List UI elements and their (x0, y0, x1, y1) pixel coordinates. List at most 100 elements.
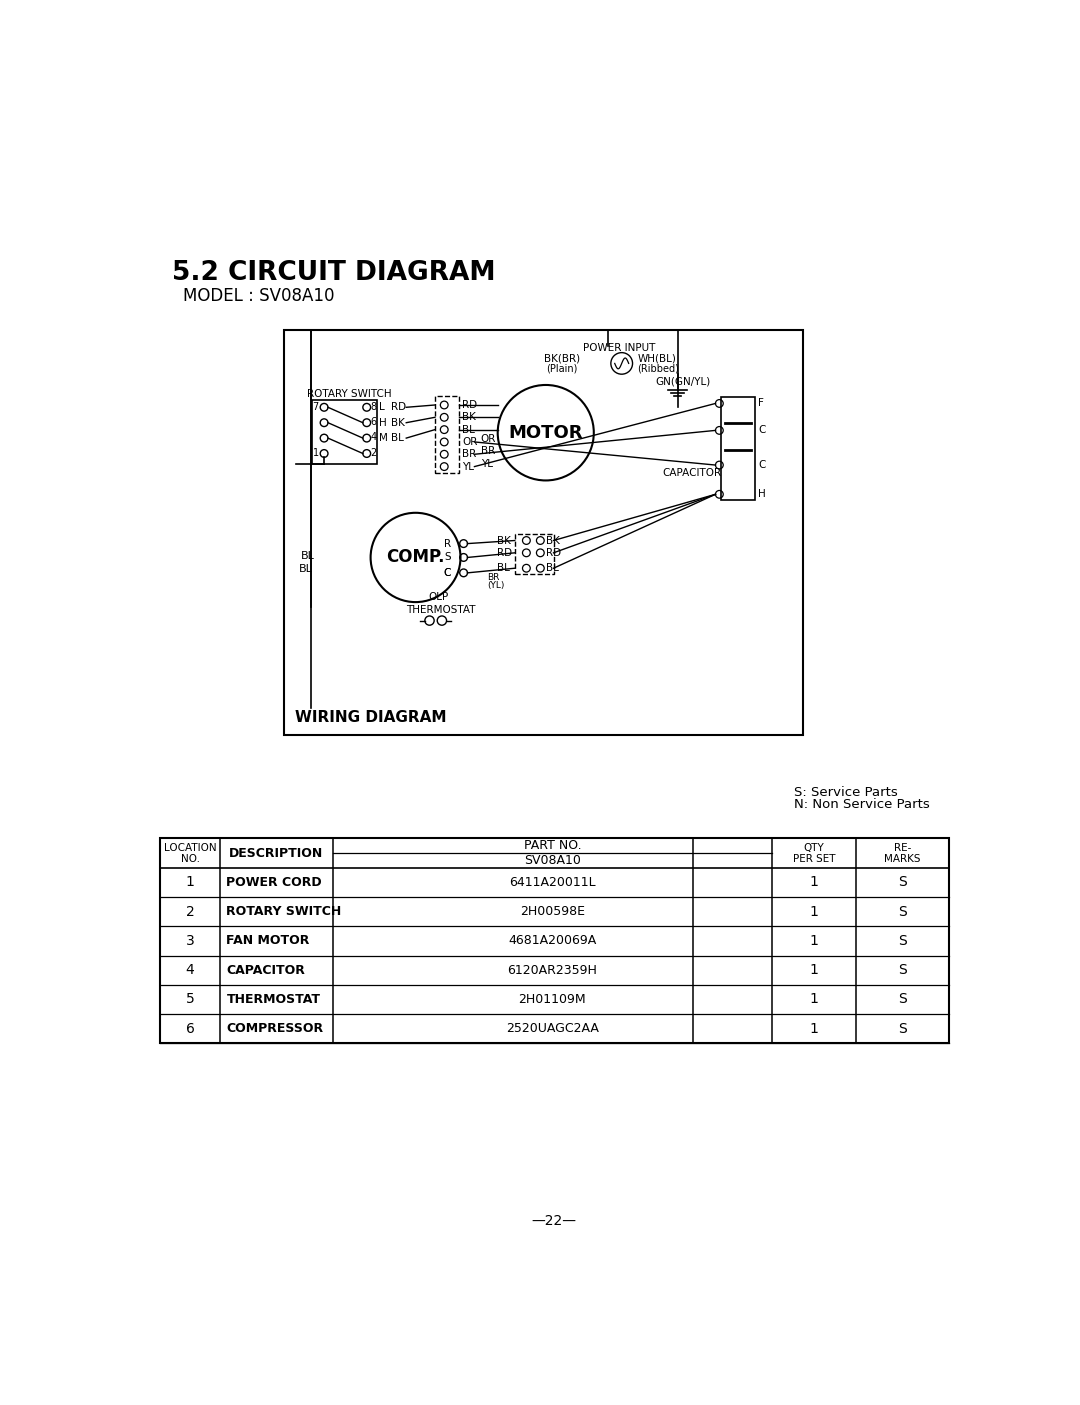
Text: H: H (758, 489, 766, 499)
Text: BL: BL (391, 433, 404, 443)
Text: WH(BL): WH(BL) (637, 354, 676, 364)
Text: 7: 7 (312, 402, 319, 412)
Bar (721, 398, 755, 500)
Text: S: S (897, 1021, 906, 1035)
Text: BR: BR (481, 447, 495, 457)
Text: 2520UAGC2AA: 2520UAGC2AA (505, 1023, 598, 1035)
Text: PER SET: PER SET (793, 853, 835, 864)
Text: LOCATION: LOCATION (164, 843, 216, 853)
Text: 6411A20011L: 6411A20011L (509, 875, 596, 889)
Bar (284, 330, 804, 735)
Text: 1: 1 (186, 875, 194, 889)
Text: BK: BK (391, 417, 405, 427)
Text: S: S (897, 964, 906, 976)
Bar (515, 534, 554, 575)
Text: RD: RD (462, 400, 477, 410)
Text: H: H (379, 417, 387, 427)
Text: S: S (897, 992, 906, 1006)
Text: MARKS: MARKS (885, 853, 920, 864)
Text: OR: OR (462, 437, 477, 447)
Text: 2H01109M: 2H01109M (518, 993, 586, 1006)
Text: C: C (444, 568, 451, 577)
Text: M: M (379, 433, 388, 443)
Text: SV08A10: SV08A10 (524, 854, 581, 867)
Text: DESCRIPTION: DESCRIPTION (229, 847, 324, 860)
Text: 5: 5 (186, 992, 194, 1006)
Text: BR: BR (488, 573, 500, 582)
Text: C: C (758, 426, 766, 436)
Text: (Ribbed): (Ribbed) (637, 364, 679, 374)
Text: FAN MOTOR: FAN MOTOR (227, 934, 310, 947)
Text: S: S (897, 905, 906, 919)
Text: S: S (445, 552, 451, 562)
Text: QTY: QTY (804, 843, 824, 853)
Text: MODEL : SV08A10: MODEL : SV08A10 (183, 287, 335, 305)
Text: BL: BL (301, 551, 314, 561)
Text: BK: BK (497, 535, 511, 545)
Text: S: S (897, 934, 906, 948)
Text: (YL): (YL) (488, 580, 505, 590)
Text: 5.2 CIRCUIT DIAGRAM: 5.2 CIRCUIT DIAGRAM (172, 260, 496, 285)
Text: 6: 6 (186, 1021, 194, 1035)
Text: RD: RD (545, 548, 561, 558)
Text: 2: 2 (370, 448, 377, 458)
Text: S: Service Parts: S: Service Parts (794, 785, 897, 799)
Text: 6120AR2359H: 6120AR2359H (508, 964, 597, 976)
Text: BL: BL (462, 424, 475, 434)
Text: NO.: NO. (180, 853, 200, 864)
Text: F: F (758, 399, 764, 409)
Text: 1: 1 (810, 934, 819, 948)
Text: ROTARY SWITCH: ROTARY SWITCH (227, 905, 341, 917)
Text: (Plain): (Plain) (545, 364, 577, 374)
Text: OR: OR (481, 434, 496, 444)
Text: 1: 1 (810, 875, 819, 889)
Text: 1: 1 (810, 964, 819, 976)
Text: POWER INPUT: POWER INPUT (583, 343, 656, 353)
Text: RD: RD (391, 402, 406, 412)
Text: BL: BL (497, 563, 510, 573)
Text: MOTOR: MOTOR (509, 424, 583, 441)
Text: GN(GN/YL): GN(GN/YL) (656, 377, 711, 386)
Text: CAPACITOR: CAPACITOR (662, 468, 721, 478)
Text: ROTARY SWITCH: ROTARY SWITCH (307, 389, 392, 399)
Text: 1: 1 (312, 448, 319, 458)
Text: 4681A20069A: 4681A20069A (509, 934, 596, 947)
Text: COMPRESSOR: COMPRESSOR (227, 1023, 324, 1035)
Text: 1: 1 (810, 992, 819, 1006)
Text: 2: 2 (186, 905, 194, 919)
Text: 8: 8 (370, 402, 377, 412)
Text: 1: 1 (810, 1021, 819, 1035)
Text: BK: BK (545, 535, 559, 545)
Text: COMP.: COMP. (387, 548, 445, 566)
Text: N: Non Service Parts: N: Non Service Parts (794, 798, 930, 811)
Text: BK: BK (462, 412, 476, 423)
Text: OLP: OLP (429, 593, 449, 603)
Text: S: S (897, 875, 906, 889)
Text: RE-: RE- (893, 843, 910, 853)
Text: R: R (444, 538, 451, 548)
Text: BL: BL (299, 563, 313, 575)
Text: YL: YL (462, 462, 474, 472)
Text: BK(BR): BK(BR) (544, 354, 580, 364)
Text: THERMOSTAT: THERMOSTAT (227, 993, 321, 1006)
Text: C: C (444, 568, 451, 577)
Text: —22—: —22— (531, 1214, 576, 1228)
Text: 2H00598E: 2H00598E (519, 905, 585, 917)
Bar (160, 839, 948, 1044)
Text: 4: 4 (186, 964, 194, 976)
Text: 6: 6 (370, 417, 377, 427)
Text: 4: 4 (370, 433, 377, 443)
Text: RD: RD (497, 548, 512, 558)
Text: 1: 1 (810, 905, 819, 919)
Text: BR: BR (462, 450, 476, 459)
Text: L: L (379, 402, 384, 412)
Bar (312, 399, 377, 464)
Text: YL: YL (481, 458, 492, 468)
Text: WIRING DIAGRAM: WIRING DIAGRAM (296, 710, 447, 725)
Text: THERMOSTAT: THERMOSTAT (406, 604, 476, 615)
Text: 3: 3 (186, 934, 194, 948)
Text: POWER CORD: POWER CORD (227, 875, 322, 889)
Text: PART NO.: PART NO. (524, 839, 581, 853)
Text: CAPACITOR: CAPACITOR (227, 964, 306, 976)
Text: C: C (758, 459, 766, 471)
